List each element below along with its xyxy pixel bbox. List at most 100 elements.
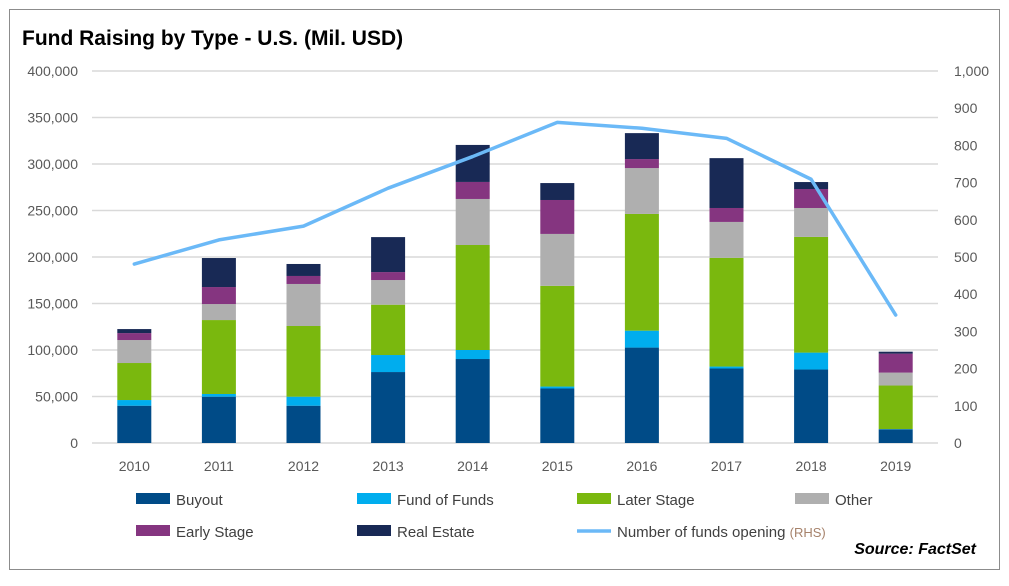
bar-fund-of-funds — [540, 386, 575, 389]
bar-buyout — [540, 388, 575, 443]
bar-real-estate — [540, 183, 575, 200]
x-tick-label: 2018 — [796, 458, 827, 474]
bar-other — [624, 168, 659, 214]
x-tick-label: 2014 — [457, 458, 488, 474]
y2-tick-label: 600 — [954, 212, 978, 228]
bar-real-estate — [709, 158, 744, 208]
y2-tick-label: 700 — [954, 175, 978, 191]
y2-tick-label: 1,000 — [954, 63, 989, 79]
legend-swatch-real-estate — [357, 525, 391, 536]
bar-other — [455, 198, 490, 246]
y2-tick-label: 300 — [954, 323, 978, 339]
y-tick-label: 400,000 — [27, 63, 78, 79]
legend-label: Number of funds opening (RHS) — [617, 524, 826, 541]
x-tick-label: 2016 — [626, 458, 657, 474]
legend-swatch-early-stage — [136, 525, 170, 536]
y-tick-label: 250,000 — [27, 203, 78, 219]
x-tick-label: 2010 — [119, 458, 150, 474]
legend-label: Later Stage — [617, 492, 695, 509]
y2-tick-label: 400 — [954, 286, 978, 302]
y2-tick-label: 500 — [954, 249, 978, 265]
bar-other — [709, 221, 744, 258]
bar-later-stage — [286, 326, 321, 397]
y-tick-label: 100,000 — [27, 342, 78, 358]
bar-later-stage — [117, 363, 152, 401]
bar-buyout — [709, 368, 744, 443]
bar-other — [371, 280, 406, 305]
y2-tick-label: 100 — [954, 398, 978, 414]
bar-fund-of-funds — [117, 400, 152, 406]
y2-tick-label: 0 — [954, 435, 962, 451]
legend-swatch-other — [795, 493, 829, 504]
bar-other — [878, 372, 913, 386]
bar-buyout — [371, 372, 406, 443]
bar-early-stage — [371, 272, 406, 281]
bar-other — [201, 304, 236, 321]
bar-other — [117, 340, 152, 364]
bar-fund-of-funds — [201, 393, 236, 397]
bar-other — [794, 207, 829, 237]
y-tick-label: 150,000 — [27, 296, 78, 312]
legend-label: Early Stage — [176, 524, 254, 541]
bar-real-estate — [371, 237, 406, 273]
bar-buyout — [794, 369, 829, 443]
y-tick-label: 200,000 — [27, 249, 78, 265]
chart-title: Fund Raising by Type - U.S. (Mil. USD) — [22, 27, 404, 50]
y2-tick-label: 800 — [954, 137, 978, 153]
bar-other — [540, 233, 575, 286]
bar-later-stage — [878, 385, 913, 430]
source-note: Source: FactSet — [854, 541, 976, 558]
legend-swatch-fund-of-funds — [357, 493, 391, 504]
y-tick-label: 350,000 — [27, 110, 78, 126]
bar-fund-of-funds — [371, 355, 406, 373]
bar-buyout — [624, 347, 659, 443]
bar-early-stage — [117, 333, 152, 341]
bar-fund-of-funds — [455, 350, 490, 360]
bar-later-stage — [540, 285, 575, 387]
bar-later-stage — [624, 213, 659, 331]
bar-buyout — [201, 396, 236, 443]
legend-rhs-suffix: (RHS) — [790, 525, 826, 540]
bar-later-stage — [709, 257, 744, 367]
y-tick-label: 0 — [70, 435, 78, 451]
y-tick-label: 300,000 — [27, 156, 78, 172]
bar-real-estate — [201, 258, 236, 288]
bar-early-stage — [624, 159, 659, 169]
x-tick-label: 2013 — [373, 458, 404, 474]
bar-later-stage — [794, 236, 829, 353]
legend-swatch-buyout — [136, 493, 170, 504]
x-tick-label: 2019 — [880, 458, 911, 474]
bar-buyout — [455, 359, 490, 443]
bar-buyout — [878, 429, 913, 443]
bar-buyout — [117, 405, 152, 443]
line-funds-opening — [132, 120, 898, 317]
chart-frame — [9, 9, 1000, 570]
legend-label: Buyout — [176, 492, 224, 509]
legend-swatch-later-stage — [577, 493, 611, 504]
x-tick-label: 2017 — [711, 458, 742, 474]
bar-real-estate — [117, 329, 152, 334]
y2-tick-label: 900 — [954, 100, 978, 116]
bar-early-stage — [709, 207, 744, 222]
bar-buyout — [286, 405, 321, 443]
legend-label: Other — [835, 492, 873, 509]
y-tick-label: 50,000 — [35, 389, 78, 405]
bar-fund-of-funds — [624, 330, 659, 348]
bar-real-estate — [286, 263, 321, 276]
bar-later-stage — [201, 320, 236, 394]
bar-early-stage — [286, 275, 321, 284]
bar-fund-of-funds — [794, 352, 829, 370]
x-tick-label: 2012 — [288, 458, 319, 474]
legend-label: Real Estate — [397, 524, 475, 541]
bar-early-stage — [878, 353, 913, 373]
bar-other — [286, 283, 321, 327]
bar-fund-of-funds — [286, 396, 321, 406]
bar-early-stage — [540, 199, 575, 234]
bar-fund-of-funds — [709, 366, 744, 369]
bar-real-estate — [878, 351, 913, 354]
y2-tick-label: 200 — [954, 361, 978, 377]
bar-later-stage — [371, 304, 406, 356]
legend-label: Fund of Funds — [397, 492, 494, 509]
bar-early-stage — [455, 181, 490, 199]
